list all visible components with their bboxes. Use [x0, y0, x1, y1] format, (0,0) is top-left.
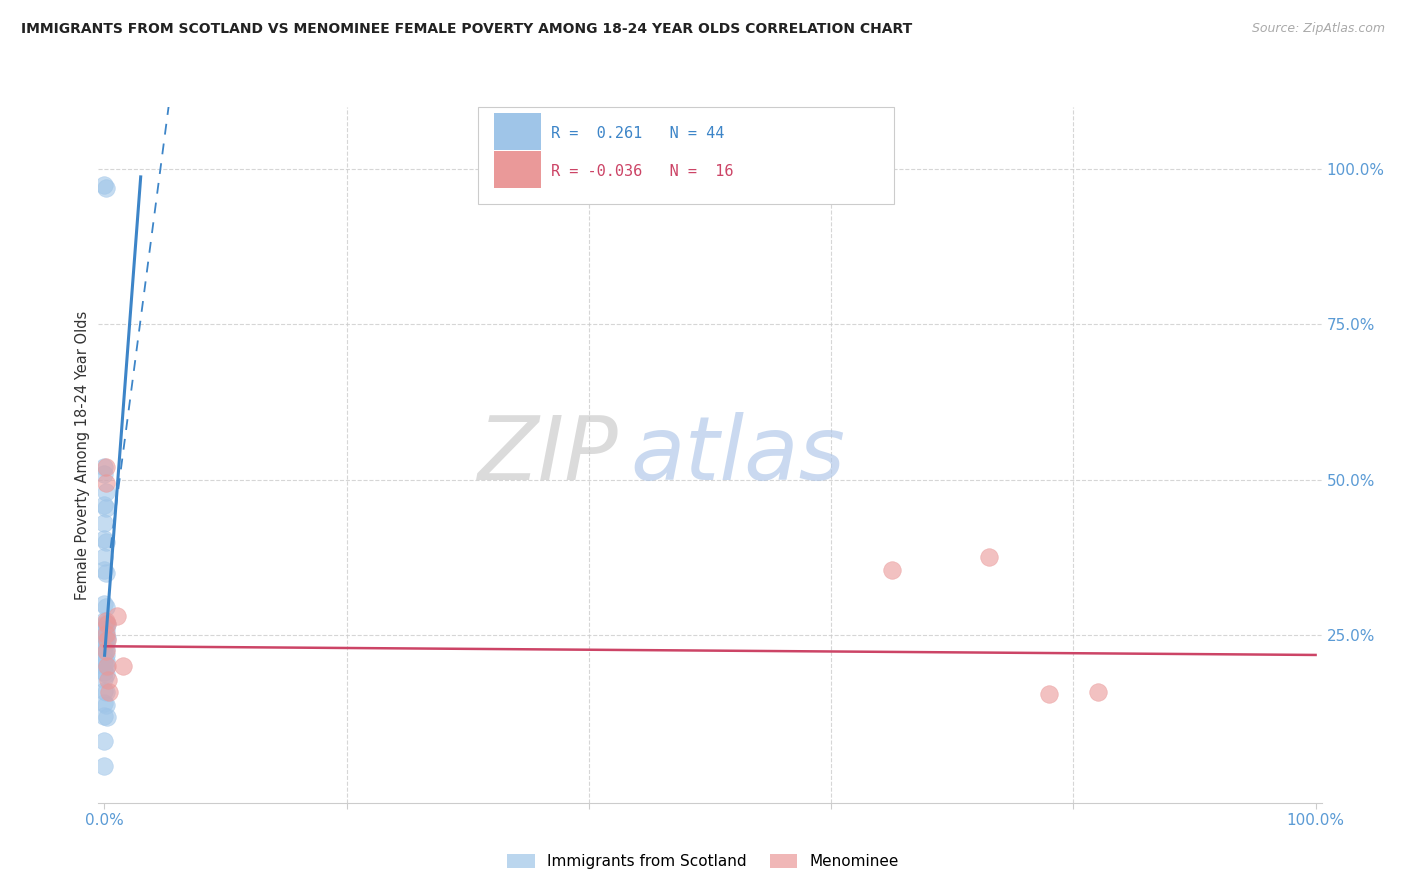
Point: [93, 622, 115, 636]
FancyBboxPatch shape: [494, 151, 541, 188]
Text: IMMIGRANTS FROM SCOTLAND VS MENOMINEE FEMALE POVERTY AMONG 18-24 YEAR OLDS CORRE: IMMIGRANTS FROM SCOTLAND VS MENOMINEE FE…: [21, 22, 912, 37]
Point: [97, 673, 120, 687]
Point: [94, 698, 117, 712]
Point: [93, 665, 115, 680]
Point: [94, 666, 117, 681]
Point: [94, 660, 117, 674]
Point: [93, 615, 115, 629]
Point: [93, 758, 115, 772]
Point: [94, 475, 117, 490]
Point: [94, 627, 117, 641]
Point: [96, 631, 118, 645]
Point: [93, 516, 115, 531]
Point: [94, 534, 117, 549]
Point: [93, 597, 115, 611]
Point: [93, 640, 115, 655]
Point: [96, 616, 118, 631]
Point: [94, 600, 117, 615]
Legend: Immigrants from Scotland, Menominee: Immigrants from Scotland, Menominee: [501, 847, 905, 875]
Point: [880, 563, 903, 577]
FancyBboxPatch shape: [494, 112, 541, 150]
Point: [977, 550, 1000, 565]
Text: Source: ZipAtlas.com: Source: ZipAtlas.com: [1251, 22, 1385, 36]
Point: [94, 635, 117, 649]
Point: [93, 628, 115, 642]
Point: [93, 659, 115, 673]
Point: [94, 566, 117, 580]
Point: [94, 181, 117, 195]
Point: [96, 616, 118, 631]
Point: [94, 648, 117, 662]
Point: [93, 697, 115, 711]
Text: atlas: atlas: [630, 412, 845, 498]
Point: [93, 550, 115, 565]
Point: [94, 629, 117, 643]
Point: [98, 685, 121, 699]
Point: [94, 654, 117, 668]
Point: [1087, 685, 1109, 699]
Point: [93, 498, 115, 512]
Point: [93, 563, 115, 577]
Point: [94, 685, 117, 699]
Point: [96, 633, 118, 648]
Y-axis label: Female Poverty Among 18-24 Year Olds: Female Poverty Among 18-24 Year Olds: [75, 310, 90, 599]
Point: [93, 733, 115, 747]
Point: [93, 467, 115, 481]
Point: [94, 485, 117, 500]
Point: [94, 460, 117, 475]
Point: [93, 684, 115, 698]
Point: [94, 500, 117, 515]
Point: [111, 659, 134, 673]
Point: [94, 643, 117, 657]
Text: ZIP: ZIP: [478, 412, 619, 498]
Point: [93, 178, 115, 192]
Point: [96, 659, 118, 673]
Point: [96, 710, 118, 724]
Point: [1038, 687, 1060, 701]
Point: [93, 708, 115, 723]
Point: [93, 532, 115, 546]
Point: [93, 653, 115, 667]
Point: [93, 634, 115, 648]
Point: [105, 609, 128, 624]
Point: [93, 672, 115, 686]
Point: [93, 460, 115, 475]
Text: R = -0.036   N =  16: R = -0.036 N = 16: [551, 164, 734, 179]
Point: [94, 615, 117, 629]
FancyBboxPatch shape: [478, 107, 894, 204]
Point: [94, 641, 117, 656]
Point: [94, 615, 117, 630]
Point: [93, 647, 115, 661]
Text: R =  0.261   N = 44: R = 0.261 N = 44: [551, 126, 724, 141]
Point: [94, 623, 117, 637]
